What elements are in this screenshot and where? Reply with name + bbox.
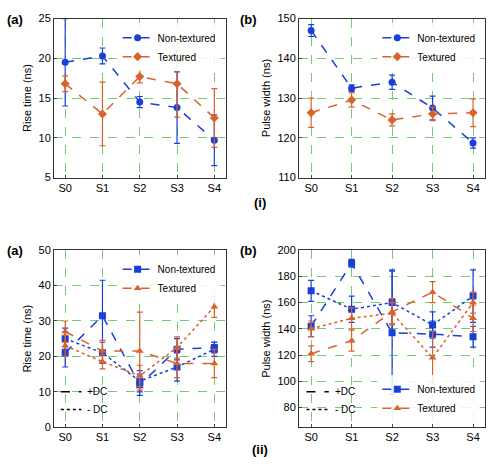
svg-text:S2: S2 (133, 431, 146, 443)
svg-text:100: 100 (277, 375, 295, 387)
svg-text:10: 10 (39, 386, 51, 398)
svg-text:S1: S1 (96, 182, 109, 194)
svg-text:(b): (b) (240, 12, 257, 27)
svg-text:+DC: +DC (335, 386, 355, 397)
svg-text:140: 140 (277, 52, 295, 64)
svg-text:20: 20 (39, 52, 51, 64)
svg-text:+DC: +DC (87, 386, 107, 397)
svg-text:Pulse width (ns): Pulse width (ns) (260, 59, 272, 137)
svg-text:S4: S4 (466, 431, 479, 443)
svg-text:S3: S3 (426, 431, 439, 443)
svg-text:180: 180 (277, 270, 295, 282)
svg-text:S1: S1 (345, 182, 358, 194)
svg-text:S2: S2 (133, 182, 146, 194)
svg-text:(a): (a) (7, 12, 23, 27)
svg-text:120: 120 (277, 132, 295, 144)
svg-text:Textured: Textured (417, 403, 455, 414)
svg-text:0: 0 (45, 421, 51, 433)
svg-text:50: 50 (39, 244, 51, 256)
svg-text:160: 160 (277, 296, 295, 308)
svg-text:S0: S0 (304, 182, 317, 194)
svg-text:Non-textured: Non-textured (158, 264, 216, 275)
svg-text:S3: S3 (426, 182, 439, 194)
svg-text:130: 130 (277, 92, 295, 104)
svg-text:Textured: Textured (158, 283, 196, 294)
svg-text:30: 30 (39, 315, 51, 327)
svg-text:10: 10 (39, 132, 51, 144)
svg-text:S3: S3 (170, 182, 183, 194)
svg-text:- DC: - DC (87, 404, 108, 415)
svg-text:(b): (b) (240, 243, 257, 258)
svg-text:S3: S3 (170, 431, 183, 443)
svg-text:S1: S1 (345, 431, 358, 443)
svg-text:S4: S4 (208, 182, 221, 194)
svg-text:200: 200 (277, 244, 295, 256)
svg-text:140: 140 (277, 323, 295, 335)
svg-text:150: 150 (277, 12, 295, 24)
svg-text:S2: S2 (385, 182, 398, 194)
svg-text:(ii): (ii) (252, 442, 268, 457)
svg-text:Textured: Textured (158, 52, 196, 63)
svg-text:Non-textured: Non-textured (417, 384, 475, 395)
svg-text:Non-textured: Non-textured (417, 33, 475, 44)
svg-text:S4: S4 (466, 182, 479, 194)
svg-text:- DC: - DC (335, 404, 356, 415)
svg-text:S0: S0 (304, 431, 317, 443)
svg-text:120: 120 (277, 349, 295, 361)
svg-text:S0: S0 (58, 182, 71, 194)
svg-text:S0: S0 (58, 431, 71, 443)
svg-text:(i): (i) (254, 195, 266, 210)
svg-text:25: 25 (39, 12, 51, 24)
svg-text:Textured: Textured (417, 52, 455, 63)
svg-text:S2: S2 (385, 431, 398, 443)
svg-text:80: 80 (284, 401, 296, 413)
svg-text:Rise time (ns): Rise time (ns) (21, 64, 33, 132)
svg-text:Rise time (ns): Rise time (ns) (21, 305, 33, 373)
svg-text:15: 15 (39, 92, 51, 104)
svg-text:Non-textured: Non-textured (158, 33, 216, 44)
svg-text:S4: S4 (208, 431, 221, 443)
svg-text:S1: S1 (96, 431, 109, 443)
svg-text:Pulse width (ns): Pulse width (ns) (260, 300, 272, 378)
svg-text:40: 40 (39, 279, 51, 291)
svg-text:110: 110 (278, 171, 296, 183)
svg-text:20: 20 (39, 350, 51, 362)
svg-text:(a): (a) (7, 243, 23, 258)
svg-text:5: 5 (45, 171, 51, 183)
